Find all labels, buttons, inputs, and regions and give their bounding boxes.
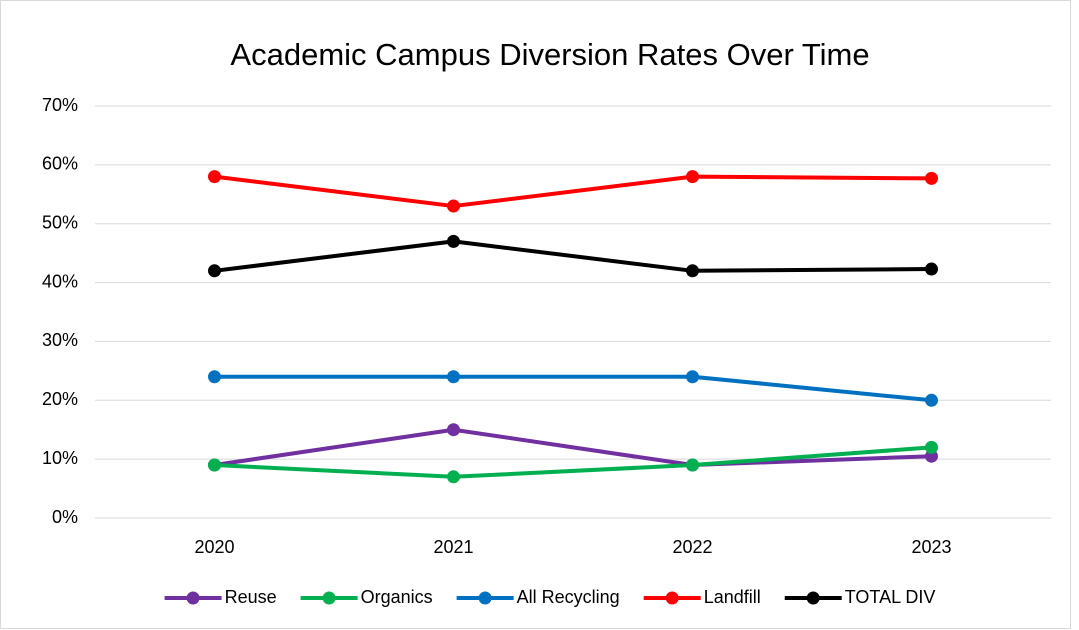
series-line (214, 427, 932, 468)
data-point (925, 440, 938, 454)
legend-label: Organics (361, 587, 433, 607)
data-point (686, 264, 699, 278)
y-tick-label: 20% (42, 389, 78, 409)
y-tick-label: 40% (42, 271, 78, 291)
y-tick-label: 50% (42, 212, 78, 232)
data-point (447, 234, 460, 248)
y-tick-label: 0% (52, 507, 78, 527)
data-point (686, 458, 699, 472)
data-point (447, 423, 460, 437)
y-tick-label: 70% (42, 95, 78, 115)
series-line (214, 174, 932, 209)
chart-title: Academic Campus Diversion Rates Over Tim… (230, 37, 869, 72)
data-point (925, 262, 938, 276)
series-line (214, 445, 932, 479)
legend-label: Reuse (225, 587, 277, 607)
data-point (208, 370, 221, 384)
x-tick-label: 2020 (194, 537, 234, 557)
data-point (686, 370, 699, 384)
y-tick-label: 30% (42, 330, 78, 350)
legend-label: Landfill (704, 587, 761, 607)
x-tick-label: 2021 (433, 537, 473, 557)
data-point (447, 199, 460, 213)
series-line (214, 239, 932, 273)
y-tick-label: 10% (42, 448, 78, 468)
data-point (208, 170, 221, 184)
data-point (447, 470, 460, 484)
legend-label: All Recycling (517, 587, 620, 607)
legend-marker (186, 591, 200, 605)
data-point (208, 264, 221, 278)
data-point (208, 458, 221, 472)
data-point (925, 171, 938, 185)
series-line (214, 374, 932, 403)
x-tick-label: 2023 (911, 537, 951, 557)
data-point (447, 370, 460, 384)
data-point (925, 393, 938, 407)
y-tick-label: 60% (42, 154, 78, 174)
data-point (686, 170, 699, 184)
legend-marker (806, 591, 820, 605)
legend-marker (322, 591, 336, 605)
legend-marker (478, 591, 492, 605)
legend-marker (665, 591, 679, 605)
x-tick-label: 2022 (672, 537, 712, 557)
legend-label: TOTAL DIV (845, 587, 936, 607)
